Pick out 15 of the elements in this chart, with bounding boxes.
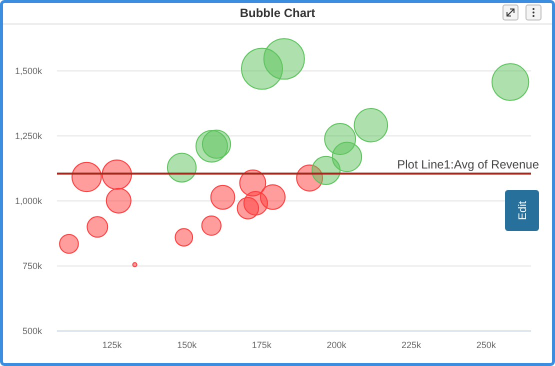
x-tick-label: 150k — [177, 340, 198, 350]
y-tick-label: 1,250k — [14, 131, 42, 142]
x-tick-label: 250k — [476, 340, 496, 350]
chart-title: Bubble Chart — [240, 6, 316, 20]
x-tick-label: 225k — [402, 340, 422, 350]
y-tick-label: 1,000k — [14, 196, 42, 206]
x-tick-label: 125k — [102, 340, 122, 350]
annotation: Edit — [516, 201, 529, 220]
x-tick-label: 175k — [252, 340, 272, 350]
ref-line-label: Plot Line1:Avg of Revenue — [397, 158, 540, 172]
edit-button: Edit — [505, 190, 539, 231]
y-tick-label: 500k — [22, 326, 42, 336]
x-tick-label: 200k — [326, 340, 347, 350]
y-tick-label: 750k — [22, 261, 42, 272]
y-tick-label: 1,500k — [14, 66, 42, 76]
